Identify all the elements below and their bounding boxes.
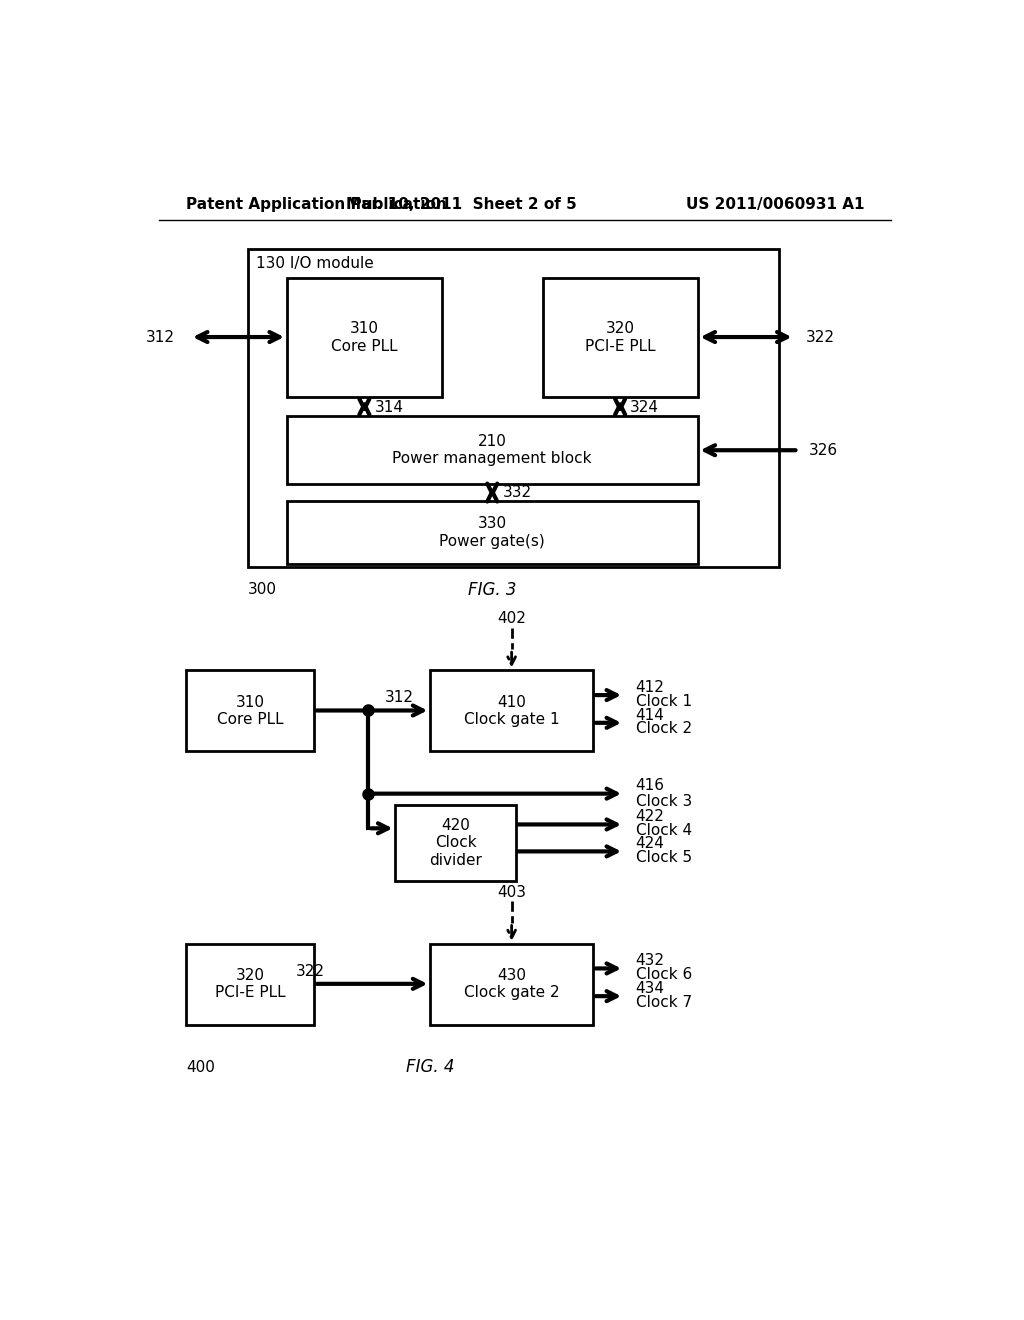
Text: 430
Clock gate 2: 430 Clock gate 2 [464,968,559,1001]
Text: Clock 1: Clock 1 [636,694,692,709]
Text: 420
Clock
divider: 420 Clock divider [429,818,482,867]
Bar [186,944,314,1024]
Text: FIG. 4: FIG. 4 [406,1059,455,1076]
Text: 422: 422 [636,809,665,824]
Bar [543,277,697,397]
Bar [287,277,442,397]
Text: 320
PCI-E PLL: 320 PCI-E PLL [215,968,286,1001]
Text: 410
Clock gate 1: 410 Clock gate 1 [464,694,559,727]
Text: 312: 312 [145,330,174,345]
Text: 414: 414 [636,708,665,722]
Text: Clock 2: Clock 2 [636,722,692,737]
Text: 322: 322 [806,330,836,345]
Text: 424: 424 [636,836,665,851]
Text: 402: 402 [498,611,526,627]
Text: 300: 300 [248,582,278,597]
Text: 403: 403 [497,884,526,900]
Text: 130 I/O module: 130 I/O module [256,256,374,271]
Text: Mar. 10, 2011  Sheet 2 of 5: Mar. 10, 2011 Sheet 2 of 5 [346,197,577,213]
Text: 416: 416 [636,779,665,793]
Text: 412: 412 [636,680,665,694]
Bar [395,805,515,880]
Text: 332: 332 [503,484,531,500]
Text: 312: 312 [385,690,414,705]
Text: 432: 432 [636,953,665,969]
Text: Clock 5: Clock 5 [636,850,692,865]
Text: Clock 6: Clock 6 [636,968,692,982]
Text: 434: 434 [636,981,665,997]
Text: 310
Core PLL: 310 Core PLL [217,694,284,727]
Bar [430,944,593,1024]
Text: Clock 4: Clock 4 [636,824,692,838]
Text: 330
Power gate(s): 330 Power gate(s) [439,516,545,549]
Text: 326: 326 [809,442,838,458]
Text: 400: 400 [186,1060,215,1074]
Text: Clock 7: Clock 7 [636,995,692,1010]
Text: 314: 314 [375,400,403,414]
Text: FIG. 3: FIG. 3 [468,581,516,598]
Bar [186,671,314,751]
Bar [248,249,779,566]
Bar [287,502,697,564]
Text: Clock 3: Clock 3 [636,793,692,809]
Bar [430,671,593,751]
Text: 310
Core PLL: 310 Core PLL [331,321,397,354]
Text: US 2011/0060931 A1: US 2011/0060931 A1 [686,197,864,213]
Text: 210
Power management block: 210 Power management block [392,434,592,466]
Text: 320
PCI-E PLL: 320 PCI-E PLL [585,321,655,354]
Text: 324: 324 [630,400,659,414]
Bar [287,416,697,484]
Text: 322: 322 [296,964,325,979]
Text: Patent Application Publication: Patent Application Publication [186,197,446,213]
